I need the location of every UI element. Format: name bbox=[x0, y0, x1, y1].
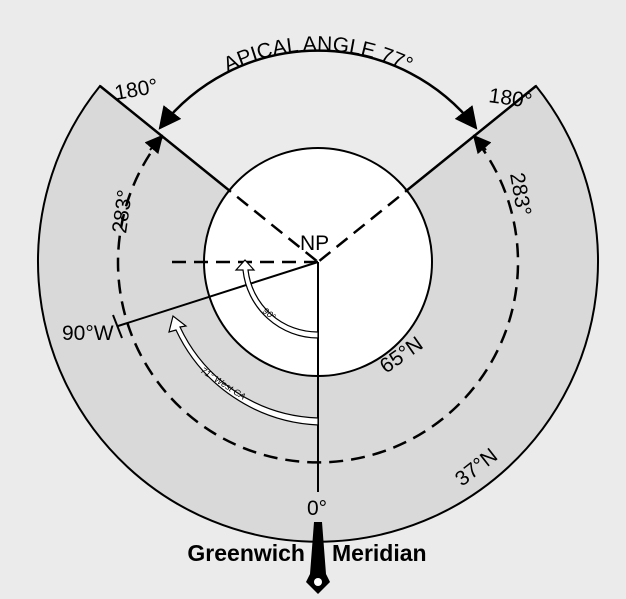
apical-text: APICAL ANGLE 77° bbox=[220, 32, 416, 76]
right-circle-arrow bbox=[472, 134, 492, 155]
footer-left: Greenwich bbox=[187, 540, 305, 566]
footer-right: Meridian bbox=[332, 540, 427, 566]
left-edge-label: 180° bbox=[113, 75, 160, 105]
pole-label: NP bbox=[300, 232, 329, 255]
west-line bbox=[117, 261, 319, 327]
apical-label: APICAL ANGLE 77° bbox=[220, 32, 416, 76]
left-circle-arrow bbox=[144, 134, 164, 155]
outer-curved-arrow bbox=[168, 314, 319, 426]
meridian-zero-label: 0° bbox=[307, 497, 327, 520]
right-edge-label: 180° bbox=[487, 84, 533, 113]
left-edge bbox=[99, 85, 221, 184]
apical-arrow bbox=[158, 49, 478, 130]
meridian-pointer bbox=[306, 522, 330, 594]
west-tick bbox=[112, 314, 123, 339]
west-label: 90°W bbox=[62, 322, 114, 345]
pointer-hole bbox=[314, 578, 322, 586]
inner-curved-arrow bbox=[234, 259, 319, 339]
right-edge bbox=[415, 85, 537, 184]
